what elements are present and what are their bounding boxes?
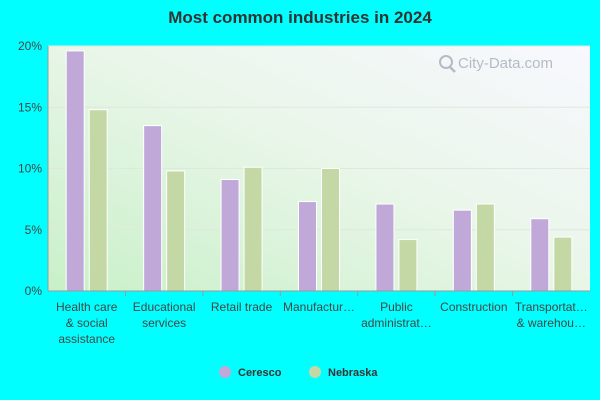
legend-label: Nebraska <box>328 367 378 379</box>
bar-nebraska[interactable] <box>243 166 263 292</box>
watermark-text: City-Data.com <box>458 55 553 72</box>
y-tick-label: 15% <box>18 100 42 114</box>
x-tick-label: Transportat… & warehou… <box>515 300 588 330</box>
legend-item-nebraska[interactable]: Nebraska <box>309 366 378 379</box>
legend-label: Ceresco <box>238 367 282 379</box>
x-tick-label: Educational services <box>133 300 196 330</box>
bar-nebraska[interactable] <box>398 239 418 292</box>
bar-nebraska[interactable] <box>475 203 495 292</box>
bar-ceresco[interactable] <box>298 201 317 292</box>
chart-title: Most common industries in 2024 <box>168 8 432 27</box>
legend-swatch <box>309 366 321 378</box>
bar-ceresco[interactable] <box>65 50 85 292</box>
y-tick-label: 0% <box>25 284 43 298</box>
legend-swatch <box>219 366 231 378</box>
bar-ceresco[interactable] <box>143 125 163 292</box>
x-tick-label: Retail trade <box>211 300 273 314</box>
bar-nebraska[interactable] <box>553 236 573 292</box>
legend-item-ceresco[interactable]: Ceresco <box>219 366 282 379</box>
bar-ceresco[interactable] <box>530 218 550 292</box>
x-tick-label: Public administrat… <box>361 300 432 330</box>
x-tick-label: Health care & social assistance <box>56 300 118 346</box>
x-tick-label: Construction <box>440 300 507 314</box>
x-tick-label: Manufactur… <box>283 300 355 314</box>
bar-nebraska[interactable] <box>321 168 340 292</box>
y-tick-label: 20% <box>18 39 42 53</box>
bar-ceresco[interactable] <box>220 179 240 292</box>
watermark: City-Data.com <box>439 55 553 73</box>
bar-ceresco[interactable] <box>375 203 395 292</box>
bar-nebraska[interactable] <box>88 109 108 292</box>
y-tick-label: 5% <box>25 223 43 237</box>
y-tick-label: 10% <box>18 162 42 176</box>
bar-nebraska[interactable] <box>166 170 186 292</box>
magnifier-icon <box>439 55 456 73</box>
bar-ceresco[interactable] <box>452 209 472 292</box>
